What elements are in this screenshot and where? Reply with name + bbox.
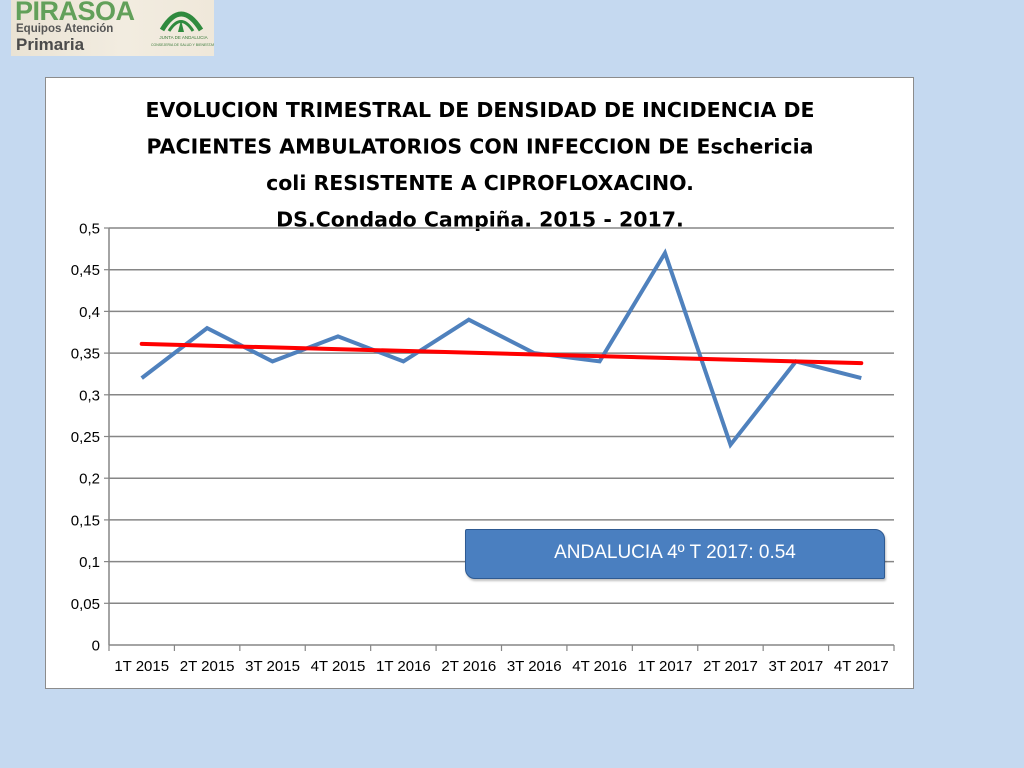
y-tick-label: 0 [92, 638, 100, 655]
trendline [139, 341, 864, 366]
x-tick-label: 2T 2017 [703, 658, 758, 675]
x-tick-label: 3T 2016 [507, 658, 562, 675]
y-axis-tick-labels: 0 0,05 0,1 0,15 0,2 0,25 0,3 0,35 0,4 0,45 0,5 [71, 221, 100, 655]
trendline-line [139, 341, 864, 366]
y-tick-label: 0,4 [79, 304, 100, 321]
data-series [140, 248, 862, 449]
y-tick-label: 0,25 [71, 429, 100, 446]
logo-emblem-subtext: CONSEJERIA DE SALUD Y BIENESTAR SOCIAL [151, 43, 214, 47]
y-tick-label: 0,15 [71, 512, 100, 529]
x-tick-label: 1T 2016 [376, 658, 431, 675]
y-tick-label: 0,2 [79, 471, 100, 488]
series-line [140, 248, 862, 449]
chart-title-line: EVOLUCION TRIMESTRAL DE DENSIDAD DE INCI… [146, 98, 815, 122]
andalucia-annotation-box: ANDALUCIA 4º T 2017: 0.54 [465, 529, 885, 579]
chart-axes [104, 227, 895, 651]
chart-title-line: coli RESISTENTE A CIPROFLOXACINO. [266, 171, 694, 195]
y-tick-label: 0,35 [71, 346, 100, 363]
x-tick-label: 4T 2017 [834, 658, 889, 675]
logo-subtitle-primaria: Primaria [16, 35, 85, 54]
chart-title-line: PACIENTES AMBULATORIOS CON INFECCION DE … [147, 135, 814, 159]
chart-frame: EVOLUCION TRIMESTRAL DE DENSIDAD DE INCI… [45, 77, 914, 689]
x-tick-label: 3T 2015 [245, 658, 300, 675]
x-tick-label: 1T 2015 [114, 658, 169, 675]
logo-emblem-text: JUNTA DE ANDALUCIA [159, 35, 208, 40]
x-tick-label: 2T 2015 [180, 658, 235, 675]
y-tick-label: 0,5 [79, 221, 100, 238]
x-tick-label: 4T 2015 [311, 658, 366, 675]
y-tick-label: 0,05 [71, 596, 100, 613]
y-tick-label: 0,1 [79, 554, 100, 571]
chart-title: EVOLUCION TRIMESTRAL DE DENSIDAD DE INCI… [146, 98, 815, 232]
junta-de-andalucia-emblem-icon [159, 11, 204, 32]
x-axis-tick-labels: 1T 2015 2T 2015 3T 2015 4T 2015 1T 2016 2T 20… [114, 658, 888, 675]
chart-gridlines [109, 227, 894, 605]
x-tick-label: 4T 2016 [572, 658, 627, 675]
y-tick-label: 0,3 [79, 387, 100, 404]
x-tick-label: 2T 2016 [441, 658, 496, 675]
pirasoa-logo: PIRASOA Equipos Atención Primaria JUNTA … [11, 0, 214, 56]
logo-brand: PIRASOA [15, 0, 135, 26]
annotation-text: ANDALUCIA 4º T 2017: 0.54 [554, 542, 796, 563]
x-tick-label: 3T 2017 [768, 658, 823, 675]
line-chart: EVOLUCION TRIMESTRAL DE DENSIDAD DE INCI… [71, 98, 895, 675]
x-tick-label: 1T 2017 [638, 658, 693, 675]
y-tick-label: 0,45 [71, 262, 100, 279]
logo-subtitle: Equipos Atención [16, 23, 114, 35]
